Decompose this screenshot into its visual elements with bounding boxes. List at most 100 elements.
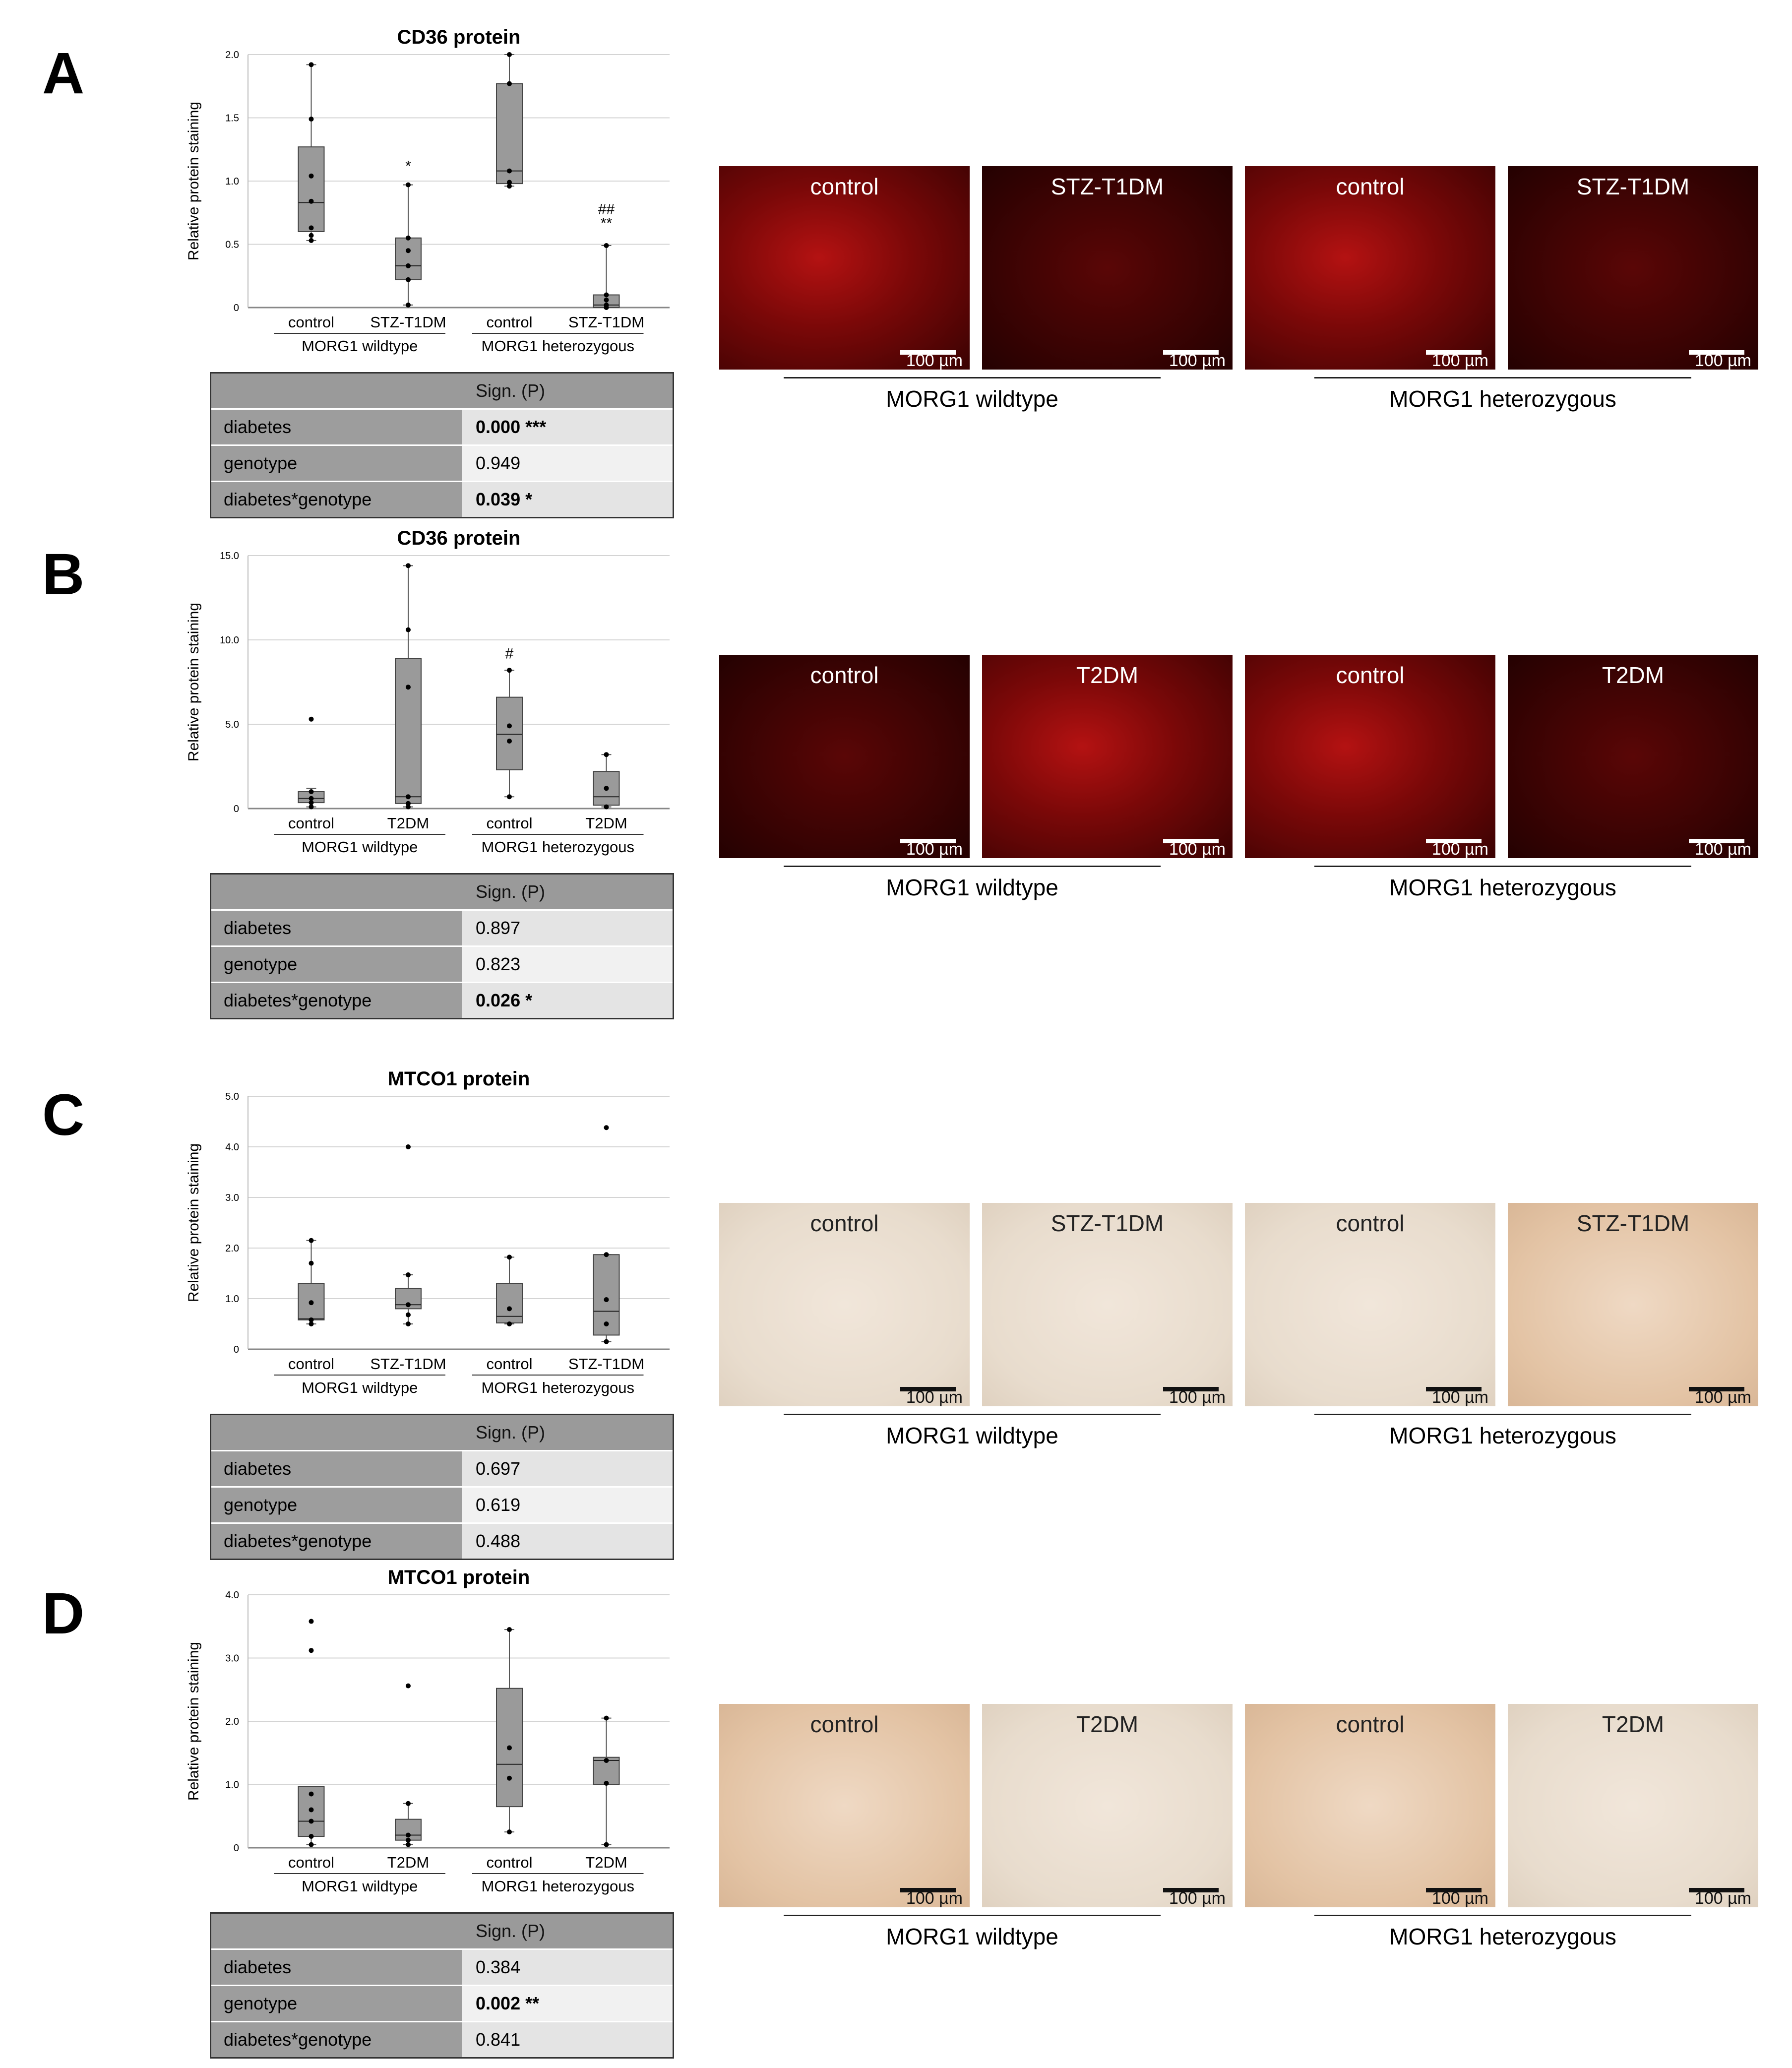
x-tick-label: control: [486, 313, 532, 331]
y-tick-label: 0: [234, 1344, 239, 1355]
significance-mark: ##: [598, 201, 615, 217]
micrograph: T2DM 100 µm: [982, 655, 1233, 858]
y-tick-label: 3.0: [225, 1653, 239, 1664]
stats-header-row: Sign. (P): [211, 875, 673, 909]
stats-p-value: 0.026 *: [462, 983, 673, 1018]
group-label-text: MORG1 heterozygous: [1389, 1423, 1616, 1448]
group-label: MORG1 wildtype: [302, 838, 418, 856]
micrograph: control 100 µm: [1245, 166, 1495, 370]
data-point: [604, 1321, 609, 1326]
data-point: [309, 117, 314, 122]
box-2: [395, 1144, 422, 1326]
stats-p-value: 0.384: [462, 1950, 673, 1985]
x-tick-label: T2DM: [387, 1854, 429, 1871]
data-point: [406, 1801, 411, 1806]
box-plot: CD36 protein Relative protein staining 0 5.…: [185, 527, 670, 856]
group-label: MORG1 heterozygous: [482, 838, 634, 856]
data-point: [309, 1238, 314, 1243]
data-point: [406, 235, 411, 241]
y-tick-label: 5.0: [225, 719, 239, 730]
panel-letter: D: [42, 1581, 85, 1646]
box-4: [593, 752, 620, 810]
data-point: [309, 1317, 314, 1322]
data-point: [604, 1715, 609, 1721]
x-tick-label: STZ-T1DM: [370, 1355, 446, 1373]
stats-row: diabetes*genotype 0.039 *: [211, 481, 673, 517]
data-point: [507, 1627, 512, 1632]
scale-bar-label: 100 µm: [906, 1889, 963, 1907]
stats-header-row: Sign. (P): [211, 1415, 673, 1450]
micrograph-group-label: MORG1 wildtype: [784, 866, 1161, 901]
stats-header-blank: [211, 875, 462, 909]
stats-header-label: Sign. (P): [462, 1415, 673, 1450]
data-point: [309, 1791, 314, 1797]
micrograph: STZ-T1DM 100 µm: [982, 1203, 1233, 1406]
stats-factor: genotype: [211, 947, 462, 982]
data-point: [507, 1745, 512, 1751]
x-tick-label: STZ-T1DM: [568, 313, 644, 331]
scale-bar-label: 100 µm: [1431, 1388, 1488, 1406]
significance-mark: #: [505, 645, 514, 662]
y-tick-label: 0: [234, 804, 239, 815]
scale-bar: [1426, 350, 1482, 355]
data-point: [309, 1300, 314, 1306]
scale-bar-label: 100 µm: [1694, 1388, 1751, 1406]
micrograph-caption: control: [810, 1711, 879, 1737]
stats-row: diabetes 0.384: [211, 1948, 673, 1985]
data-point: [309, 1807, 314, 1813]
data-point: [309, 1321, 314, 1326]
x-tick-label: T2DM: [387, 815, 429, 832]
stats-header-blank: [211, 374, 462, 408]
scale-bar-label: 100 µm: [1169, 1889, 1226, 1907]
stats-p-value: 0.039 *: [462, 482, 673, 517]
micrograph: T2DM 100 µm: [982, 1704, 1233, 1907]
micrograph-caption: control: [1336, 662, 1405, 688]
stats-p-value: 0.000 ***: [462, 410, 673, 444]
data-point: [406, 1832, 411, 1838]
data-point: [507, 723, 512, 729]
scale-bar-label: 100 µm: [1169, 1388, 1226, 1406]
x-tick-label: control: [288, 313, 334, 331]
group-underline: [784, 377, 1161, 378]
box-iqr: [395, 237, 422, 280]
data-point: [604, 1758, 609, 1763]
group-label: MORG1 wildtype: [302, 337, 418, 355]
stats-factor: diabetes: [211, 1451, 462, 1486]
y-tick-label: 1.0: [225, 1294, 239, 1305]
y-axis-label: Relative protein staining: [185, 603, 202, 761]
data-point: [604, 1125, 609, 1130]
box-plot: CD36 protein Relative protein staining 0 0.…: [185, 26, 670, 355]
stats-p-value: 0.488: [462, 1524, 673, 1559]
panel-a: A CD36 protein Relative protein staining 0 0…: [0, 20, 1792, 518]
box-3: [496, 52, 523, 189]
box-4: [593, 243, 620, 310]
scale-bar: [1689, 1888, 1744, 1892]
stats-row: genotype 0.949: [211, 444, 673, 481]
data-point: [406, 794, 411, 800]
y-tick-label: 2.0: [225, 1716, 239, 1727]
micrograph: control 100 µm: [719, 166, 970, 370]
box-3: [496, 668, 523, 800]
stats-factor: diabetes*genotype: [211, 482, 462, 517]
data-point: [309, 233, 314, 238]
group-underline: [1314, 377, 1691, 378]
stats-p-value: 0.949: [462, 446, 673, 481]
y-tick-label: 0.5: [225, 240, 239, 251]
box-2: [395, 182, 422, 308]
y-tick-label: 2.0: [225, 50, 239, 61]
data-point: [507, 168, 512, 174]
data-point: [406, 1683, 411, 1689]
significance-mark: **: [601, 215, 613, 231]
stats-factor: genotype: [211, 446, 462, 481]
scale-bar: [900, 839, 956, 843]
data-point: [604, 1339, 609, 1344]
y-tick-label: 10.0: [220, 635, 239, 646]
data-point: [406, 1312, 411, 1317]
box-iqr: [496, 696, 523, 770]
box-iqr: [496, 83, 523, 185]
data-point: [507, 1321, 512, 1326]
group-label: MORG1 wildtype: [302, 1878, 418, 1895]
micrograph: T2DM 100 µm: [1508, 1704, 1758, 1907]
micrograph-caption: control: [810, 174, 879, 199]
stats-p-value: 0.697: [462, 1451, 673, 1486]
